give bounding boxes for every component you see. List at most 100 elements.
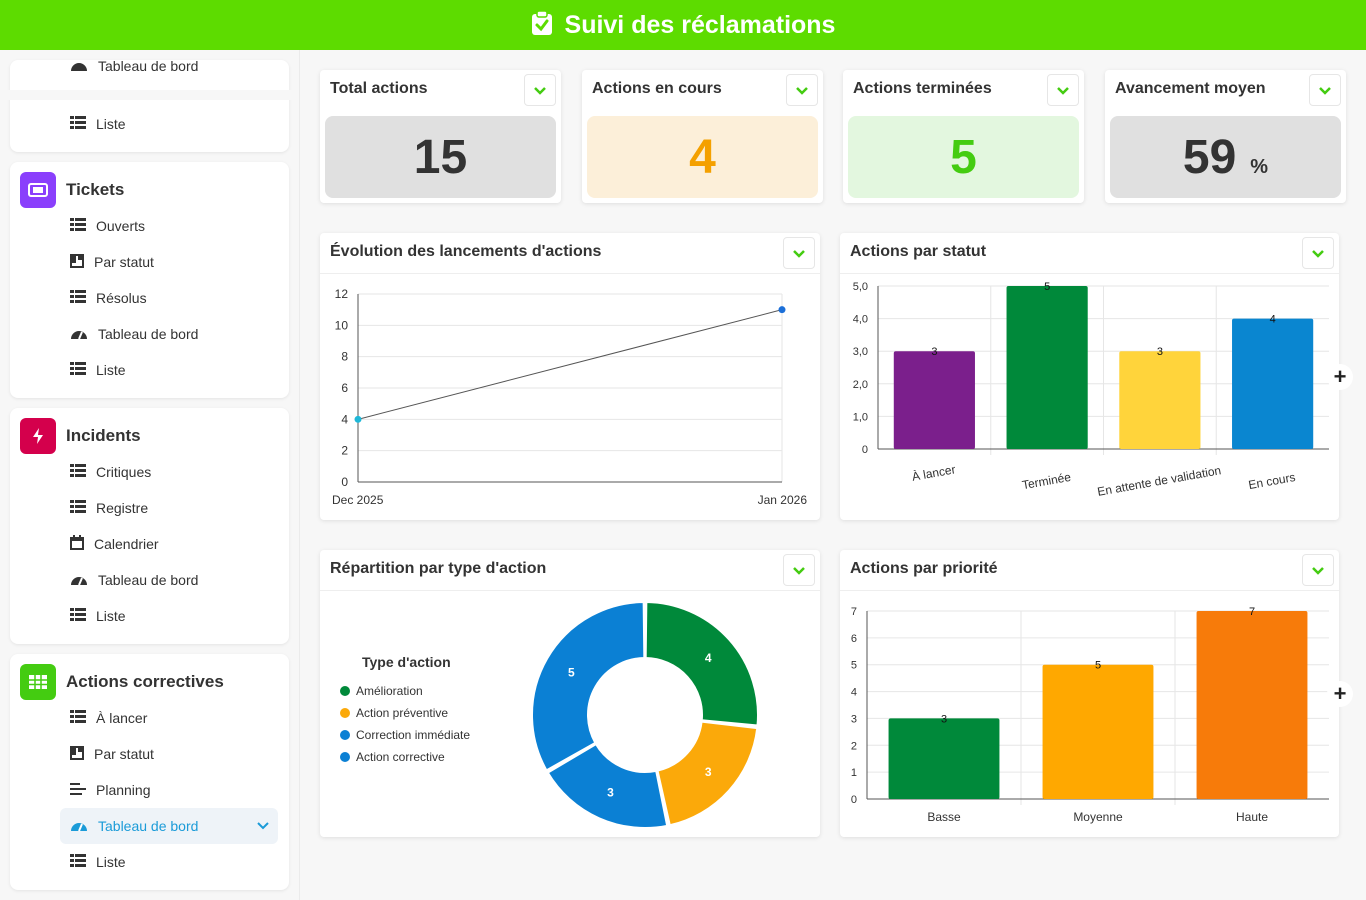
sidebar-item-label: Tableau de bord — [98, 572, 199, 588]
sidebar-item-label: Liste — [96, 854, 126, 870]
dropdown-button[interactable] — [1047, 74, 1079, 106]
chevron-down-icon — [793, 250, 805, 258]
kpi-value: 59 — [1182, 130, 1237, 184]
bar-value-label: 5 — [1095, 660, 1101, 672]
group-header-actions-correctives[interactable]: Actions correctives — [20, 664, 224, 700]
chevron-down-icon[interactable] — [256, 818, 270, 835]
slice-value-label: 4 — [705, 651, 712, 665]
kpi-title: Avancement moyen — [1115, 80, 1266, 97]
ticket-icon — [20, 172, 56, 208]
sidebar-item-resolus[interactable]: Résolus — [60, 280, 278, 316]
list-icon — [70, 608, 86, 624]
bar — [1042, 664, 1154, 799]
group-title: Tickets — [66, 180, 125, 199]
dropdown-button[interactable] — [783, 554, 815, 586]
bar-chart-statut: 0 1,0 2,0 3,0 4,0 5,0 3 À lancer 5 Terminée 3 En at… — [853, 281, 1329, 499]
sidebar-item-tableau-de-bord[interactable]: Tableau de bord — [60, 316, 278, 352]
gauge-icon — [70, 818, 88, 835]
sidebar-item-par-statut[interactable]: Par statut — [60, 244, 278, 280]
sidebar-item-ouverts[interactable]: Ouverts — [60, 208, 278, 244]
chart-legend: Type d'action Amélioration Action préven… — [340, 654, 470, 768]
board-icon — [70, 745, 84, 763]
gantt-icon — [70, 782, 86, 799]
list-icon — [70, 500, 86, 516]
chevron-down-icon — [793, 567, 805, 575]
x-tick-label: À lancer — [911, 461, 957, 483]
x-tick-label: Terminée — [1021, 470, 1072, 492]
app-header: Suivi des réclamations — [0, 0, 1366, 50]
sidebar-item-liste[interactable]: Liste — [60, 598, 278, 634]
list-icon — [70, 116, 86, 132]
sidebar-item-planning[interactable]: Planning — [60, 772, 278, 808]
sidebar-item-tableau-de-bord[interactable]: Tableau de bord — [60, 562, 278, 598]
add-widget-button[interactable]: + — [1327, 681, 1353, 707]
x-tick-label: Haute — [1236, 810, 1268, 824]
legend-label: Correction immédiate — [356, 728, 471, 742]
sidebar-item-label: À lancer — [96, 710, 148, 726]
panel-divider — [840, 273, 1339, 274]
y-tick-label: 0 — [862, 444, 868, 456]
x-tick-label: Moyenne — [1073, 810, 1123, 824]
bar-value-label: 3 — [931, 346, 937, 358]
kpi-value: 4 — [689, 130, 716, 184]
y-tick-label: 3 — [851, 713, 857, 725]
sidebar-item-tableau-de-bord-active[interactable]: Tableau de bord — [60, 808, 278, 844]
x-tick-label: Jan 2026 — [758, 493, 808, 507]
sidebar-item-a-lancer[interactable]: À lancer — [60, 700, 278, 736]
kpi-value-box: 15 — [325, 116, 556, 198]
panel-divider — [840, 590, 1339, 591]
panel-divider — [320, 590, 820, 591]
slice-value-label: 3 — [705, 765, 712, 779]
sidebar-item-label: Résolus — [96, 290, 147, 306]
dropdown-button[interactable] — [786, 74, 818, 106]
y-tick-label: 5,0 — [853, 281, 868, 293]
y-tick-label: 8 — [341, 350, 348, 364]
sidebar-item-label: Calendrier — [94, 536, 159, 552]
dropdown-button[interactable] — [1302, 237, 1334, 269]
sidebar-item-dashboard-partial[interactable]: Tableau de bord — [60, 50, 278, 84]
sidebar-item-label: Critiques — [96, 464, 152, 480]
gauge-icon — [70, 58, 88, 75]
legend-item: Action corrective — [340, 746, 470, 768]
sidebar-item-liste[interactable]: Liste — [60, 106, 278, 142]
sidebar-item-label: Liste — [96, 116, 126, 132]
kpi-value-box: 5 — [848, 116, 1079, 198]
sidebar: Tableau de bord Liste Tickets Ouverts Pa… — [0, 50, 300, 900]
bar — [1232, 318, 1314, 449]
kpi-value-box: 4 — [587, 116, 818, 198]
group-header-incidents[interactable]: Incidents — [20, 418, 141, 454]
bar-value-label: 3 — [941, 713, 947, 725]
data-point — [778, 306, 786, 314]
bar — [1196, 611, 1308, 799]
sidebar-item-liste[interactable]: Liste — [60, 352, 278, 388]
bar-chart-priorite: 0 1 2 3 4 5 6 7 3 Basse 5 Moyenne 7 Haute — [851, 606, 1329, 824]
sidebar-item-liste[interactable]: Liste — [60, 844, 278, 880]
group-header-tickets[interactable]: Tickets — [20, 172, 124, 208]
dropdown-button[interactable] — [1302, 554, 1334, 586]
chevron-down-icon — [534, 87, 546, 95]
bar — [893, 351, 975, 449]
sidebar-item-label: Planning — [96, 782, 151, 798]
dropdown-button[interactable] — [1309, 74, 1341, 106]
gauge-icon — [70, 326, 88, 343]
dropdown-button[interactable] — [783, 237, 815, 269]
sidebar-item-calendrier[interactable]: Calendrier — [60, 526, 278, 562]
y-tick-label: 0 — [341, 475, 348, 489]
sidebar-item-par-statut[interactable]: Par statut — [60, 736, 278, 772]
dropdown-button[interactable] — [524, 74, 556, 106]
sidebar-item-registre[interactable]: Registre — [60, 490, 278, 526]
nav-group-incidents: Incidents Critiques Registre Calendrier … — [10, 408, 289, 644]
legend-swatch — [340, 686, 350, 696]
legend-item: Correction immédiate — [340, 724, 470, 746]
sidebar-item-critiques[interactable]: Critiques — [60, 454, 278, 490]
legend-item: Action préventive — [340, 702, 470, 724]
nav-group-tickets: Tickets Ouverts Par statut Résolus Table… — [10, 162, 289, 398]
sidebar-item-label: Par statut — [94, 746, 154, 762]
y-tick-label: 6 — [851, 633, 857, 645]
donut-chart: 4 3 3 5 — [531, 600, 759, 829]
y-tick-label: 2,0 — [853, 379, 868, 391]
add-widget-button[interactable]: + — [1327, 364, 1353, 390]
slice-value-label: 3 — [607, 786, 614, 800]
kpi-total-actions: Total actions 15 — [320, 70, 561, 203]
donut-slice — [546, 742, 669, 829]
